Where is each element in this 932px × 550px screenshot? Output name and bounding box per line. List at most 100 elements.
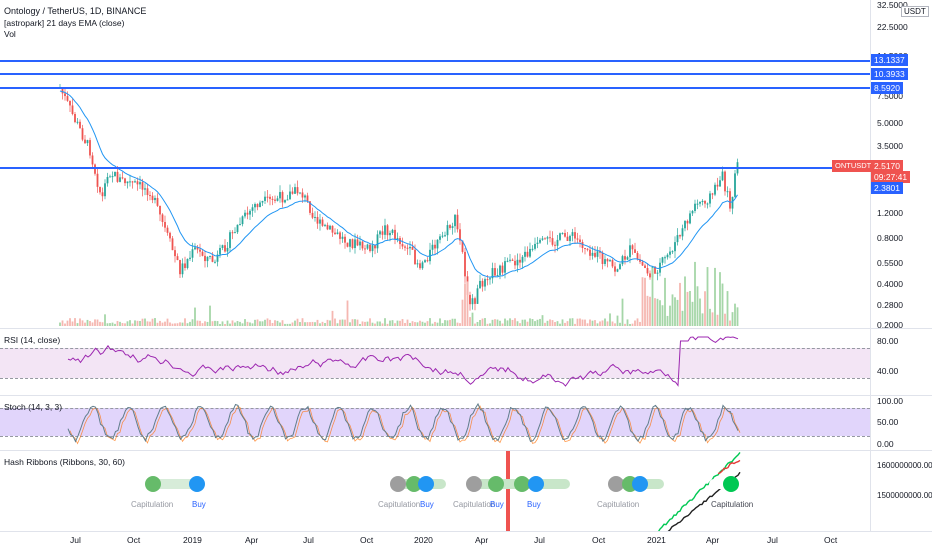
symbol-title[interactable]: Ontology / TetherUS, 1D, BINANCE <box>4 6 147 16</box>
candle-body <box>686 220 689 224</box>
candle-body <box>151 195 154 201</box>
candle-body <box>266 196 269 198</box>
candle-body <box>684 220 686 229</box>
volume-bar <box>674 297 676 326</box>
price-tick: 0.5500 <box>877 258 903 268</box>
candle-body <box>584 248 586 250</box>
candle-body <box>366 244 369 249</box>
volume-bar <box>224 323 226 326</box>
volume-bar <box>274 320 276 326</box>
volume-bar <box>429 318 431 326</box>
pane-separator[interactable] <box>0 450 932 451</box>
volume-bar <box>159 320 161 326</box>
candle-body <box>294 187 296 194</box>
volume-legend[interactable]: Vol <box>4 29 16 39</box>
candle-body <box>734 173 736 197</box>
candle-body <box>709 193 711 204</box>
volume-bar <box>149 321 151 326</box>
price-tick: 22.5000 <box>877 22 908 32</box>
pane-separator[interactable] <box>0 395 932 396</box>
candle-body <box>624 256 626 260</box>
volume-bar <box>701 313 704 326</box>
candle-body <box>231 232 234 234</box>
volume-bar <box>324 322 326 326</box>
candle-body <box>731 196 734 209</box>
volume-bar <box>371 322 374 326</box>
candle-body <box>451 226 454 228</box>
candle-body <box>566 236 569 242</box>
candle-body <box>546 237 549 239</box>
candle-body <box>64 93 66 97</box>
ema-legend[interactable]: [astropark] 21 days EMA (close) <box>4 18 125 28</box>
hash-tick: 1500000000.000 <box>877 491 932 500</box>
level-price-label: 10.3933 <box>871 68 908 80</box>
pane-separator[interactable] <box>0 328 932 329</box>
stoch-pane[interactable] <box>0 396 870 450</box>
candle-body <box>174 250 176 257</box>
candle-body <box>341 236 344 239</box>
volume-bar <box>374 323 376 326</box>
volume-bar <box>641 277 644 326</box>
level-line-2[interactable] <box>0 167 870 169</box>
volume-bar <box>476 321 479 326</box>
candle-body <box>196 247 199 250</box>
volume-bar <box>269 319 271 326</box>
volume-bar <box>164 321 166 326</box>
volume-bar <box>726 291 729 326</box>
rsi-legend[interactable]: RSI (14, close) <box>4 335 61 345</box>
candle-body <box>351 239 354 249</box>
candle-body <box>166 227 169 233</box>
volume-bar <box>134 320 136 326</box>
price-pane[interactable] <box>0 0 870 328</box>
stoch-tick: 0.00 <box>877 439 894 449</box>
volume-bar <box>91 322 94 326</box>
rsi-tick: 40.00 <box>877 366 899 376</box>
stoch-axis[interactable]: 100.00 50.00 0.00 <box>870 396 932 450</box>
volume-bar <box>559 323 561 326</box>
price-tick: 5.0000 <box>877 118 903 128</box>
rsi-axis[interactable]: 80.00 40.00 <box>870 329 932 395</box>
price-tick: 0.4000 <box>877 279 903 289</box>
candle-body <box>186 258 189 268</box>
candle-body <box>249 210 251 215</box>
hash-pane[interactable] <box>0 451 870 531</box>
time-axis[interactable]: Jul Oct 2019 Apr Jul Oct 2020 Apr Jul Oc… <box>0 532 870 550</box>
volume-bar <box>599 321 601 326</box>
capitulation-label: Capitulation <box>378 500 421 509</box>
time-tick: Jul <box>70 535 81 545</box>
volume-bar <box>434 321 436 326</box>
volume-bar <box>64 323 66 326</box>
level-line-13[interactable] <box>0 60 870 62</box>
volume-bar <box>714 267 716 326</box>
candle-body <box>184 263 186 268</box>
level-line-10[interactable] <box>0 73 870 75</box>
candle-body <box>271 198 274 200</box>
candle-body <box>99 186 101 193</box>
volume-bar <box>221 321 224 326</box>
candle-body <box>696 203 699 205</box>
volume-bar <box>544 322 546 326</box>
level-line-8[interactable] <box>0 87 870 89</box>
candle-body <box>374 245 376 249</box>
candle-body <box>216 254 219 262</box>
hash-signal-toggle <box>388 476 450 492</box>
candle-body <box>421 262 424 269</box>
hash-axis[interactable]: 1600000000.000 1500000000.000 <box>870 451 932 531</box>
volume-bar <box>571 318 574 326</box>
hash-legend[interactable]: Hash Ribbons (Ribbons, 30, 60) <box>4 457 125 467</box>
volume-bar <box>439 318 441 326</box>
pane-separator[interactable] <box>0 531 932 532</box>
volume-bar <box>694 261 696 326</box>
candle-body <box>251 207 254 211</box>
rsi-pane[interactable] <box>0 329 870 395</box>
candle-body <box>141 182 144 190</box>
candle-body <box>331 225 334 233</box>
currency-label[interactable]: USDT <box>901 6 929 17</box>
candle-body <box>609 260 611 262</box>
volume-bar <box>441 323 444 326</box>
stoch-legend[interactable]: Stoch (14, 3, 3) <box>4 402 63 412</box>
volume-bar <box>311 321 314 326</box>
candle-body <box>599 251 601 253</box>
candle-body <box>396 238 399 240</box>
